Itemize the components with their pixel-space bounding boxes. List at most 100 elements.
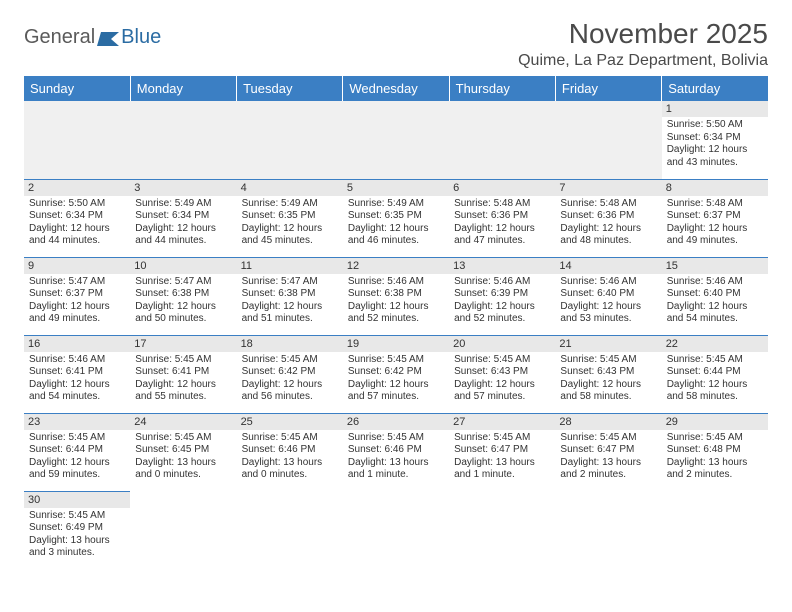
day-number: 27: [449, 414, 555, 430]
calendar-cell: [555, 101, 661, 179]
day-info: Sunrise: 5:46 AMSunset: 6:40 PMDaylight:…: [560, 276, 656, 326]
day-number: 8: [662, 180, 768, 196]
calendar-cell: 23 Sunrise: 5:45 AMSunset: 6:44 PMDayligh…: [24, 413, 130, 491]
day-info: Sunrise: 5:47 AMSunset: 6:38 PMDaylight:…: [135, 276, 231, 326]
day-info: Sunrise: 5:45 AMSunset: 6:42 PMDaylight:…: [348, 354, 444, 404]
day-number: 18: [237, 336, 343, 352]
calendar-cell: 2 Sunrise: 5:50 AMSunset: 6:34 PMDaylight…: [24, 179, 130, 257]
day-number: 1: [662, 101, 768, 117]
calendar-week: 16Sunrise: 5:46 AMSunset: 6:41 PMDayligh…: [24, 335, 768, 413]
day-number: 22: [662, 336, 768, 352]
day-info: Sunrise: 5:45 AMSunset: 6:43 PMDaylight:…: [560, 354, 656, 404]
day-info: Sunrise: 5:45 AMSunset: 6:47 PMDaylight:…: [454, 432, 550, 482]
calendar-cell: 21 Sunrise: 5:45 AMSunset: 6:43 PMDayligh…: [555, 335, 661, 413]
calendar-cell: 22 Sunrise: 5:45 AMSunset: 6:44 PMDayligh…: [662, 335, 768, 413]
day-info: Sunrise: 5:46 AMSunset: 6:40 PMDaylight:…: [667, 276, 763, 326]
day-number: 21: [555, 336, 661, 352]
calendar-cell: 5 Sunrise: 5:49 AMSunset: 6:35 PMDaylight…: [343, 179, 449, 257]
day-number: 10: [130, 258, 236, 274]
day-number: 5: [343, 180, 449, 196]
day-info: Sunrise: 5:45 AMSunset: 6:45 PMDaylight:…: [135, 432, 231, 482]
calendar-cell: 17Sunrise: 5:45 AMSunset: 6:41 PMDayligh…: [130, 335, 236, 413]
calendar-cell: 10 Sunrise: 5:47 AMSunset: 6:38 PMDayligh…: [130, 257, 236, 335]
calendar-cell: [343, 101, 449, 179]
day-number: 13: [449, 258, 555, 274]
day-header: Friday: [555, 76, 661, 101]
day-info: Sunrise: 5:45 AMSunset: 6:46 PMDaylight:…: [242, 432, 338, 482]
title-block: November 2025 Quime, La Paz Department, …: [518, 18, 768, 70]
calendar-cell: 27 Sunrise: 5:45 AMSunset: 6:47 PMDayligh…: [449, 413, 555, 491]
day-info: Sunrise: 5:45 AMSunset: 6:47 PMDaylight:…: [560, 432, 656, 482]
day-number: 6: [449, 180, 555, 196]
calendar-cell: 15Sunrise: 5:46 AMSunset: 6:40 PMDayligh…: [662, 257, 768, 335]
calendar-cell: [662, 491, 768, 569]
day-info: Sunrise: 5:49 AMSunset: 6:35 PMDaylight:…: [348, 198, 444, 248]
day-info: Sunrise: 5:45 AMSunset: 6:44 PMDaylight:…: [29, 432, 125, 482]
calendar-week: 9 Sunrise: 5:47 AMSunset: 6:37 PMDaylight…: [24, 257, 768, 335]
day-header-row: SundayMondayTuesdayWednesdayThursdayFrid…: [24, 76, 768, 101]
calendar-week: 1 Sunrise: 5:50 AMSunset: 6:34 PMDaylight…: [24, 101, 768, 179]
calendar-cell: 14Sunrise: 5:46 AMSunset: 6:40 PMDayligh…: [555, 257, 661, 335]
day-info: Sunrise: 5:45 AMSunset: 6:44 PMDaylight:…: [667, 354, 763, 404]
calendar-cell: [24, 101, 130, 179]
calendar-body: 1 Sunrise: 5:50 AMSunset: 6:34 PMDaylight…: [24, 101, 768, 569]
location-subtitle: Quime, La Paz Department, Bolivia: [518, 52, 768, 70]
day-number: 19: [343, 336, 449, 352]
calendar-week: 2 Sunrise: 5:50 AMSunset: 6:34 PMDaylight…: [24, 179, 768, 257]
day-number: 25: [237, 414, 343, 430]
flag-icon: [97, 30, 119, 46]
day-number: 28: [555, 414, 661, 430]
calendar-cell: 4Sunrise: 5:49 AMSunset: 6:35 PMDaylight…: [237, 179, 343, 257]
calendar-cell: 20 Sunrise: 5:45 AMSunset: 6:43 PMDayligh…: [449, 335, 555, 413]
day-info: Sunrise: 5:48 AMSunset: 6:36 PMDaylight:…: [560, 198, 656, 248]
day-info: Sunrise: 5:45 AMSunset: 6:49 PMDaylight:…: [29, 510, 125, 560]
day-info: Sunrise: 5:46 AMSunset: 6:38 PMDaylight:…: [348, 276, 444, 326]
calendar-cell: [237, 101, 343, 179]
calendar-table: SundayMondayTuesdayWednesdayThursdayFrid…: [24, 76, 768, 569]
day-number: 2: [24, 180, 130, 196]
day-info: Sunrise: 5:46 AMSunset: 6:39 PMDaylight:…: [454, 276, 550, 326]
calendar-cell: 12 Sunrise: 5:46 AMSunset: 6:38 PMDayligh…: [343, 257, 449, 335]
day-number: 12: [343, 258, 449, 274]
day-number: 29: [662, 414, 768, 430]
calendar-cell: 18 Sunrise: 5:45 AMSunset: 6:42 PMDayligh…: [237, 335, 343, 413]
day-number: 9: [24, 258, 130, 274]
day-info: Sunrise: 5:50 AMSunset: 6:34 PMDaylight:…: [29, 198, 125, 248]
header: General Blue November 2025 Quime, La Paz…: [24, 18, 768, 70]
day-header: Wednesday: [343, 76, 449, 101]
day-info: Sunrise: 5:45 AMSunset: 6:43 PMDaylight:…: [454, 354, 550, 404]
day-number: 11: [237, 258, 343, 274]
day-number: 23: [24, 414, 130, 430]
calendar-cell: 3Sunrise: 5:49 AMSunset: 6:34 PMDaylight…: [130, 179, 236, 257]
calendar-cell: 19 Sunrise: 5:45 AMSunset: 6:42 PMDayligh…: [343, 335, 449, 413]
calendar-cell: [449, 491, 555, 569]
calendar-cell: [343, 491, 449, 569]
day-header: Tuesday: [237, 76, 343, 101]
day-header: Sunday: [24, 76, 130, 101]
calendar-cell: 25 Sunrise: 5:45 AMSunset: 6:46 PMDayligh…: [237, 413, 343, 491]
day-info: Sunrise: 5:48 AMSunset: 6:36 PMDaylight:…: [454, 198, 550, 248]
day-number: 24: [130, 414, 236, 430]
day-info: Sunrise: 5:50 AMSunset: 6:34 PMDaylight:…: [667, 119, 763, 169]
brand-logo: General Blue: [24, 18, 161, 49]
calendar-cell: [237, 491, 343, 569]
day-info: Sunrise: 5:46 AMSunset: 6:41 PMDaylight:…: [29, 354, 125, 404]
day-info: Sunrise: 5:47 AMSunset: 6:38 PMDaylight:…: [242, 276, 338, 326]
day-info: Sunrise: 5:48 AMSunset: 6:37 PMDaylight:…: [667, 198, 763, 248]
day-number: 4: [237, 180, 343, 196]
day-info: Sunrise: 5:45 AMSunset: 6:41 PMDaylight:…: [135, 354, 231, 404]
day-info: Sunrise: 5:45 AMSunset: 6:48 PMDaylight:…: [667, 432, 763, 482]
day-header: Thursday: [449, 76, 555, 101]
day-number: 20: [449, 336, 555, 352]
calendar-week: 23 Sunrise: 5:45 AMSunset: 6:44 PMDayligh…: [24, 413, 768, 491]
day-info: Sunrise: 5:45 AMSunset: 6:42 PMDaylight:…: [242, 354, 338, 404]
day-header: Saturday: [662, 76, 768, 101]
calendar-cell: 6 Sunrise: 5:48 AMSunset: 6:36 PMDaylight…: [449, 179, 555, 257]
day-info: Sunrise: 5:47 AMSunset: 6:37 PMDaylight:…: [29, 276, 125, 326]
calendar-cell: 8 Sunrise: 5:48 AMSunset: 6:37 PMDaylight…: [662, 179, 768, 257]
calendar-cell: 16Sunrise: 5:46 AMSunset: 6:41 PMDayligh…: [24, 335, 130, 413]
brand-text-general: General: [24, 26, 95, 49]
day-number: 7: [555, 180, 661, 196]
calendar-cell: 7 Sunrise: 5:48 AMSunset: 6:36 PMDaylight…: [555, 179, 661, 257]
calendar-head: SundayMondayTuesdayWednesdayThursdayFrid…: [24, 76, 768, 101]
